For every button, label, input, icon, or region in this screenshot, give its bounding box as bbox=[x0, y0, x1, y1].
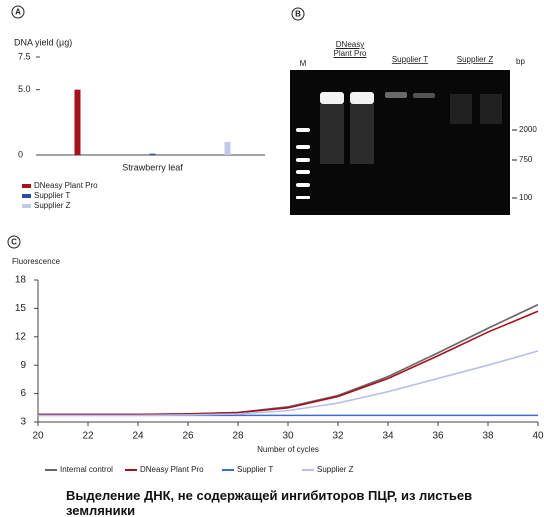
panel-badge bbox=[11, 5, 25, 19]
gel-smear bbox=[320, 104, 344, 164]
marker-band bbox=[296, 183, 310, 187]
gel-bands bbox=[296, 92, 502, 199]
x-tick-label: 30 bbox=[282, 431, 294, 442]
marker-label: M bbox=[300, 59, 307, 68]
y-tick-label: 0 bbox=[18, 149, 23, 159]
legend-swatch bbox=[22, 194, 31, 198]
x-tick-label: 34 bbox=[382, 431, 394, 442]
y-tick-label: 15 bbox=[15, 303, 27, 314]
panel-badge bbox=[7, 235, 21, 249]
series-line bbox=[38, 310, 539, 416]
x-tick-label: 26 bbox=[182, 431, 194, 442]
lane-header: DNeasy Plant Pro bbox=[333, 40, 367, 58]
size-label: 2000 bbox=[519, 125, 537, 134]
legend-label: Supplier T bbox=[237, 465, 273, 474]
marker-band bbox=[296, 196, 310, 199]
x-tick-label: 32 bbox=[332, 431, 344, 442]
y-tick-label: 3 bbox=[20, 417, 26, 428]
legend-swatch bbox=[22, 204, 31, 208]
panel-label: C bbox=[11, 238, 17, 247]
panel-label: A bbox=[15, 8, 21, 17]
caption-box: Выделение ДНК, не содержащей ингибиторов… bbox=[66, 488, 473, 517]
x-tick-label: 22 bbox=[82, 431, 94, 442]
unit-label: bp bbox=[516, 57, 525, 66]
y-axis-label: Fluorescence bbox=[12, 257, 61, 266]
legend-label: Supplier Z bbox=[317, 465, 354, 474]
x-tick-label: 36 bbox=[432, 431, 444, 442]
y-tick-label: 18 bbox=[15, 275, 27, 286]
gel-band bbox=[320, 92, 344, 104]
panel-label: B bbox=[295, 10, 301, 19]
size-label: 750 bbox=[519, 155, 533, 164]
marker-band bbox=[296, 145, 310, 149]
lane-header-box: DNeasy Plant Pro bbox=[333, 40, 367, 58]
legend-label: Supplier Z bbox=[34, 201, 71, 210]
gel-band bbox=[350, 92, 374, 104]
legend-label: DNeasy Plant Pro bbox=[34, 181, 98, 190]
gel-band bbox=[413, 93, 435, 98]
x-tick-label: 38 bbox=[482, 431, 494, 442]
x-tick-label: 40 bbox=[532, 431, 544, 442]
caption: Выделение ДНК, не содержащей ингибиторов… bbox=[66, 488, 473, 517]
series-line bbox=[38, 350, 539, 417]
x-tick-label: Strawberry leaf bbox=[122, 162, 183, 172]
lane-header: Supplier T bbox=[392, 55, 428, 64]
gel-smear bbox=[480, 94, 502, 124]
legend-label: Supplier T bbox=[34, 191, 70, 200]
y-axis-label: DNA yield (µg) bbox=[14, 37, 72, 47]
marker-band bbox=[296, 170, 310, 174]
gel-band bbox=[385, 92, 407, 98]
lane-header: Supplier Z bbox=[457, 55, 494, 64]
x-tick-label: 24 bbox=[132, 431, 144, 442]
y-tick-label: 6 bbox=[20, 388, 26, 399]
bar bbox=[224, 141, 231, 155]
legend-label: DNeasy Plant Pro bbox=[140, 465, 204, 474]
bar bbox=[149, 153, 156, 155]
gel-smear bbox=[450, 94, 472, 124]
y-tick-label: 9 bbox=[20, 360, 26, 371]
y-tick-label: 7.5 bbox=[18, 51, 31, 61]
bar bbox=[74, 89, 81, 155]
x-tick-label: 20 bbox=[32, 431, 44, 442]
panel-badge bbox=[291, 7, 305, 21]
marker-band bbox=[296, 128, 310, 132]
marker-band bbox=[296, 158, 310, 162]
size-label: 100 bbox=[519, 193, 533, 202]
legend-swatch bbox=[22, 184, 31, 188]
x-tick-label: 28 bbox=[232, 431, 244, 442]
series-line bbox=[38, 303, 539, 416]
legend-label: Internal control bbox=[60, 465, 113, 474]
x-axis-label: Number of cycles bbox=[257, 445, 319, 454]
y-tick-label: 12 bbox=[15, 331, 27, 342]
gel-smear bbox=[350, 104, 374, 164]
y-tick-label: 5.0 bbox=[18, 84, 31, 94]
